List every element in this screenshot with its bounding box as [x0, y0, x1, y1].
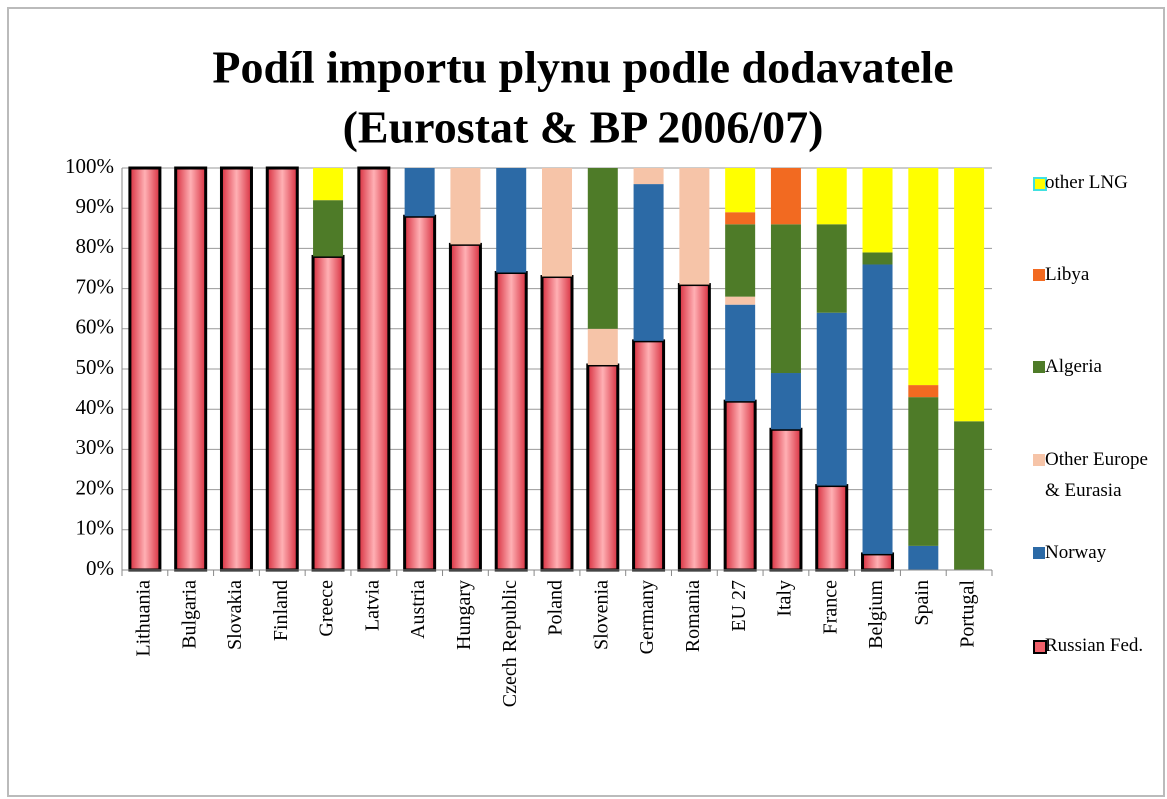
y-tick-label: 10% — [76, 516, 115, 540]
bar-segment — [908, 385, 939, 398]
bar-segment — [494, 271, 528, 572]
x-tick-label: Portugal — [957, 580, 979, 648]
legend-label: Other Europe & Eurasia — [1045, 449, 1148, 501]
bar-segment — [677, 283, 711, 572]
x-tick-label: Slovakia — [224, 580, 246, 650]
bar-segment — [908, 168, 939, 386]
bar-segment — [540, 275, 574, 572]
bar-segment — [725, 304, 756, 402]
y-tick-label: 100% — [65, 154, 114, 178]
bar-segment — [633, 168, 664, 185]
bar-segment — [313, 200, 344, 257]
chart-title: (Eurostat & BP 2006/07) — [343, 102, 824, 153]
x-tick-label: France — [819, 580, 841, 635]
x-tick-label: Poland — [545, 580, 567, 636]
bar-segment — [448, 242, 482, 572]
bar-segment — [954, 168, 985, 422]
x-tick-label: Italy — [774, 580, 796, 617]
bar-segment — [908, 397, 939, 546]
legend-label: Norway — [1045, 542, 1107, 563]
x-tick-label: Latvia — [361, 580, 383, 631]
bar-segment — [450, 168, 481, 245]
y-tick-label: 80% — [76, 234, 115, 258]
y-tick-label: 0% — [86, 556, 114, 580]
x-tick-label: Romania — [682, 580, 704, 652]
bar-segment — [723, 399, 757, 572]
bar-segment — [770, 168, 801, 225]
legend-label: other LNG — [1045, 172, 1128, 193]
legend-swatch — [1033, 454, 1045, 466]
x-tick-label: Austria — [407, 580, 429, 639]
legend-swatch — [1033, 640, 1047, 654]
y-tick-label: 70% — [76, 274, 115, 298]
x-tick-label: Greece — [316, 580, 338, 637]
x-tick-label: Lithuania — [132, 580, 154, 657]
bar-segment — [725, 212, 756, 225]
bar-segment — [862, 168, 893, 253]
bar-segment — [816, 312, 847, 486]
bar-segment — [816, 168, 847, 225]
bar-segment — [908, 545, 939, 570]
bar-segment — [404, 168, 435, 217]
y-tick-label: 40% — [76, 395, 115, 419]
bar-segment — [128, 166, 162, 572]
x-tick-label: Germany — [636, 580, 658, 654]
legend-swatch — [1033, 269, 1045, 281]
bar-segment — [587, 328, 618, 365]
bar-segment — [587, 168, 618, 329]
bar-segment — [313, 168, 344, 201]
bar-segment — [265, 166, 299, 572]
bar-segment — [311, 254, 345, 572]
x-tick-label: Bulgaria — [178, 580, 200, 649]
bar-segment — [586, 363, 620, 572]
bar-segment — [725, 168, 756, 213]
x-tick-label: Spain — [911, 580, 933, 626]
x-tick-label: Slovenia — [590, 580, 612, 650]
legend-label: Libya — [1045, 264, 1090, 285]
bar-segment — [633, 184, 664, 341]
bar-segment — [954, 421, 985, 570]
bar-segment — [403, 214, 437, 572]
bar-segment — [219, 166, 253, 572]
x-tick-label: Belgium — [865, 580, 887, 649]
bar-segment — [862, 252, 893, 265]
legend-swatch — [1033, 177, 1047, 191]
y-tick-label: 30% — [76, 435, 115, 459]
bar-segment — [542, 168, 572, 277]
legend-swatch — [1033, 361, 1045, 373]
bar-segment — [357, 166, 391, 572]
y-tick-label: 50% — [76, 355, 115, 379]
bar-segment — [679, 168, 710, 285]
x-tick-label: Hungary — [453, 580, 475, 650]
bar-segment — [862, 264, 893, 554]
y-tick-label: 60% — [76, 315, 115, 339]
bar-segment — [770, 224, 801, 374]
x-tick-label: EU 27 — [728, 580, 750, 632]
bar-segment — [815, 484, 849, 572]
bar-segment — [770, 373, 801, 430]
bar-segment — [725, 296, 756, 305]
bar-segment — [769, 427, 803, 572]
y-tick-label: 90% — [76, 194, 115, 218]
x-tick-label: Czech Republic — [499, 580, 521, 707]
legend-label: Algeria — [1045, 356, 1102, 377]
legend-label: Russian Fed. — [1045, 635, 1144, 656]
bar-segment — [861, 552, 895, 572]
x-tick-label: Finland — [270, 580, 292, 641]
legend-swatch — [1033, 547, 1045, 559]
bar-segment — [816, 224, 847, 313]
y-tick-label: 20% — [76, 475, 115, 499]
bar-segment — [496, 168, 527, 273]
bar-segment — [632, 339, 666, 572]
bar-segment — [174, 166, 208, 572]
chart-title: Podíl importu plynu podle dodavatele — [212, 42, 953, 93]
bar-segment — [725, 224, 756, 297]
